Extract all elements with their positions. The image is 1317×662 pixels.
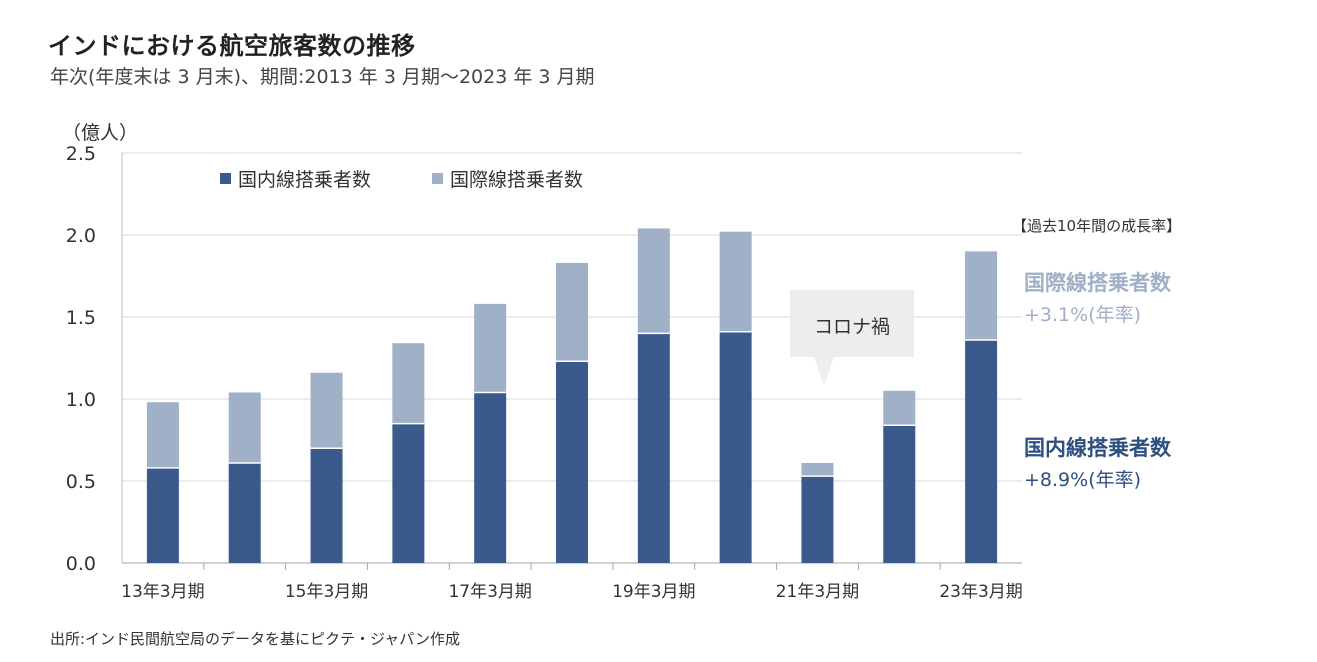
legend-swatch-international [432,173,443,184]
bar-domestic [719,331,752,563]
bar-domestic [228,462,261,563]
legend-label-domestic: 国内線搭乗者数 [238,169,371,191]
bar-domestic [801,476,834,563]
bar-domestic [965,339,998,563]
domestic-growth-rate: +8.9%(年率) [1024,469,1141,491]
international-growth-rate: +3.1%(年率) [1024,304,1141,326]
y-tick-label: 2.5 [66,143,96,165]
bar-international [228,392,261,463]
x-tick-label: 23年3月期 [939,582,1022,602]
bar-international [556,262,588,362]
chart-subtitle: 年次(年度末は 3 月末)、期間:2013 年 3 月期～2023 年 3 月期 [50,66,595,88]
bar-international [719,231,752,332]
legend: 国内線搭乗者数 国際線搭乗者数 [220,169,583,191]
bar-international [883,390,916,426]
x-tick-label: 21年3月期 [776,582,859,602]
x-tick-label: 13年3月期 [121,582,204,602]
covid-callout: コロナ禍 [790,290,914,386]
bar-international [146,402,179,468]
bar-international [474,303,507,393]
bar-domestic [146,467,179,563]
source-note: 出所:インド民間航空局のデータを基にピクテ・ジャパン作成 [50,630,461,648]
y-tick-label: 1.5 [66,307,96,329]
bar-domestic [474,392,507,563]
y-tick-label: 1.0 [66,389,96,411]
bar-domestic [392,423,425,563]
legend-swatch-domestic [220,173,231,184]
bar-international [392,343,425,424]
bar-domestic [883,425,916,563]
chart-title: インドにおける航空旅客数の推移 [48,32,416,60]
bar-international [965,251,998,340]
x-tick-label: 15年3月期 [285,582,368,602]
x-tick-label: 17年3月期 [448,582,531,602]
bar-domestic [637,333,670,563]
legend-label-international: 国際線搭乗者数 [450,169,583,191]
callout-bubble [790,290,914,386]
bar-international [310,372,343,449]
bar-domestic [310,448,343,563]
bar-international [637,228,670,334]
y-tick-label: 0.0 [66,553,96,575]
y-tick-label: 0.5 [66,471,96,493]
growth-header: 【過去10年間の成長率】 [1012,217,1181,235]
y-tick-label: 2.0 [66,225,96,247]
domestic-growth-label: 国内線搭乗者数 [1024,436,1172,460]
x-tick-label: 19年3月期 [612,582,695,602]
y-axis-label: （億人） [62,122,138,144]
bar-international [801,462,834,477]
bar-domestic [556,361,588,563]
callout-text: コロナ禍 [814,316,890,338]
international-growth-label: 国際線搭乗者数 [1024,271,1172,295]
